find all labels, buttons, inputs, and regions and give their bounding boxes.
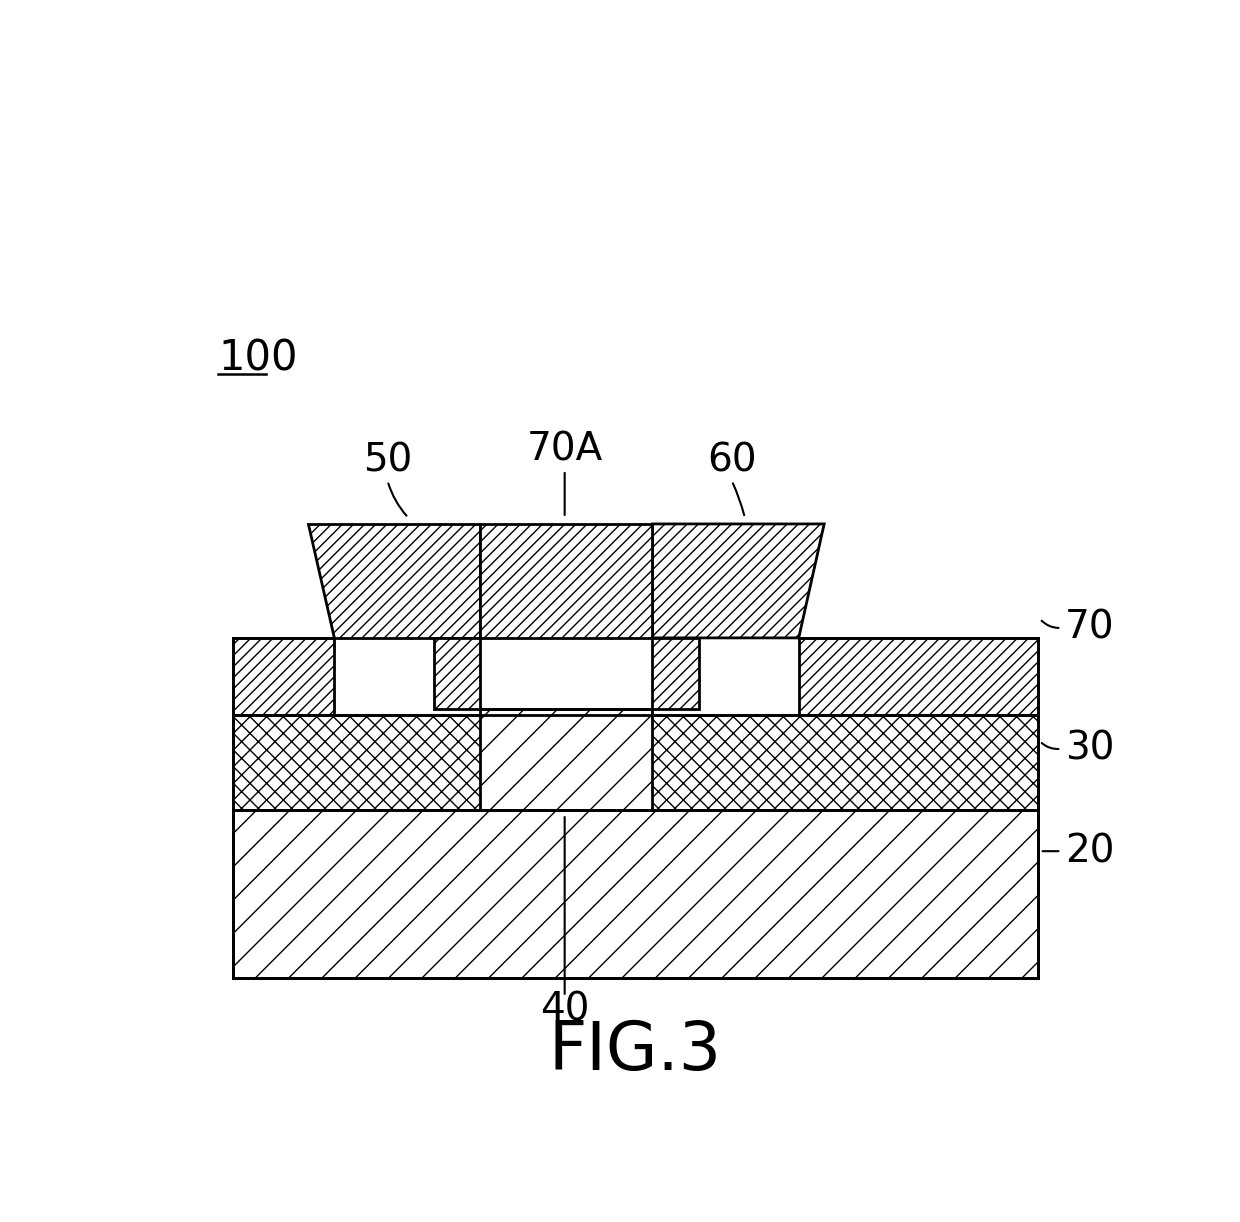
Bar <box>480 524 652 638</box>
Bar <box>799 638 1038 715</box>
Text: 60: 60 <box>707 441 756 479</box>
Bar <box>652 638 698 709</box>
Text: 70A: 70A <box>527 430 603 468</box>
Bar <box>233 638 334 715</box>
Bar <box>480 709 652 810</box>
Text: 50: 50 <box>363 441 412 479</box>
Text: 30: 30 <box>1065 730 1115 767</box>
Polygon shape <box>652 524 825 638</box>
Polygon shape <box>309 524 480 638</box>
Bar <box>233 810 1038 979</box>
Text: 100: 100 <box>218 337 298 379</box>
Text: 70: 70 <box>1065 609 1115 646</box>
Text: 40: 40 <box>539 990 589 1028</box>
Text: FIG.3: FIG.3 <box>549 1018 722 1084</box>
Bar <box>434 638 480 709</box>
Bar <box>233 715 1038 810</box>
Text: 20: 20 <box>1065 832 1115 870</box>
